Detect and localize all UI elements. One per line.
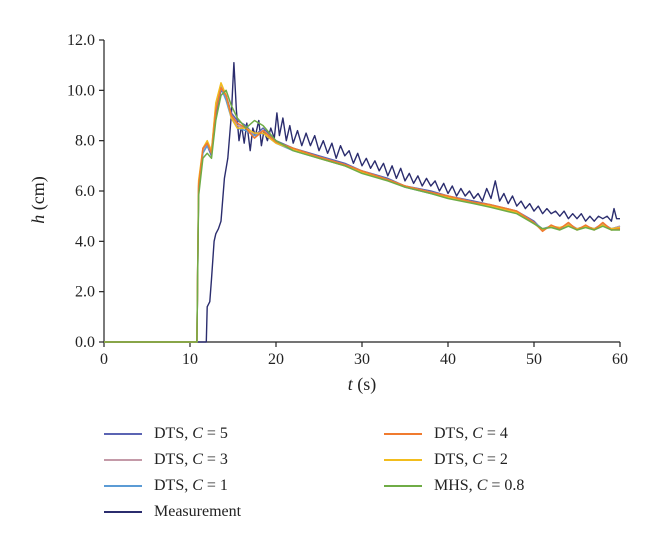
series-line-1 xyxy=(104,87,621,343)
x-tick-label: 20 xyxy=(268,351,284,368)
series-line-6 xyxy=(104,62,620,343)
y-tick-label: 2.0 xyxy=(75,284,95,301)
y-axis-label: h (cm) xyxy=(28,176,49,223)
x-tick-label: 50 xyxy=(526,351,542,368)
y-tick-label: 12.0 xyxy=(67,32,95,49)
series-line-5 xyxy=(104,89,620,343)
x-tick-label: 10 xyxy=(182,351,198,368)
y-tick-label: 10.0 xyxy=(67,82,95,99)
series-line-3 xyxy=(104,82,621,343)
series-line-4 xyxy=(104,87,621,343)
x-tick-label: 0 xyxy=(100,351,108,368)
x-tick-label: 30 xyxy=(354,351,370,368)
x-tick-label: 40 xyxy=(440,351,456,368)
series-line-0 xyxy=(104,89,621,343)
y-tick-label: 0.0 xyxy=(75,334,95,351)
x-axis-label: t (s) xyxy=(348,374,377,395)
y-tick-label: 6.0 xyxy=(75,183,95,200)
tick-labels: 0.0 2.0 4.0 6.0 8.0 10.0 12.0 0 10 20 30 40 50 60 xyxy=(67,32,628,368)
y-tick-label: 4.0 xyxy=(75,233,95,250)
series-layer xyxy=(104,62,621,343)
axes xyxy=(99,39,621,347)
y-tick-label: 8.0 xyxy=(75,133,95,150)
x-tick-label: 60 xyxy=(612,351,628,368)
